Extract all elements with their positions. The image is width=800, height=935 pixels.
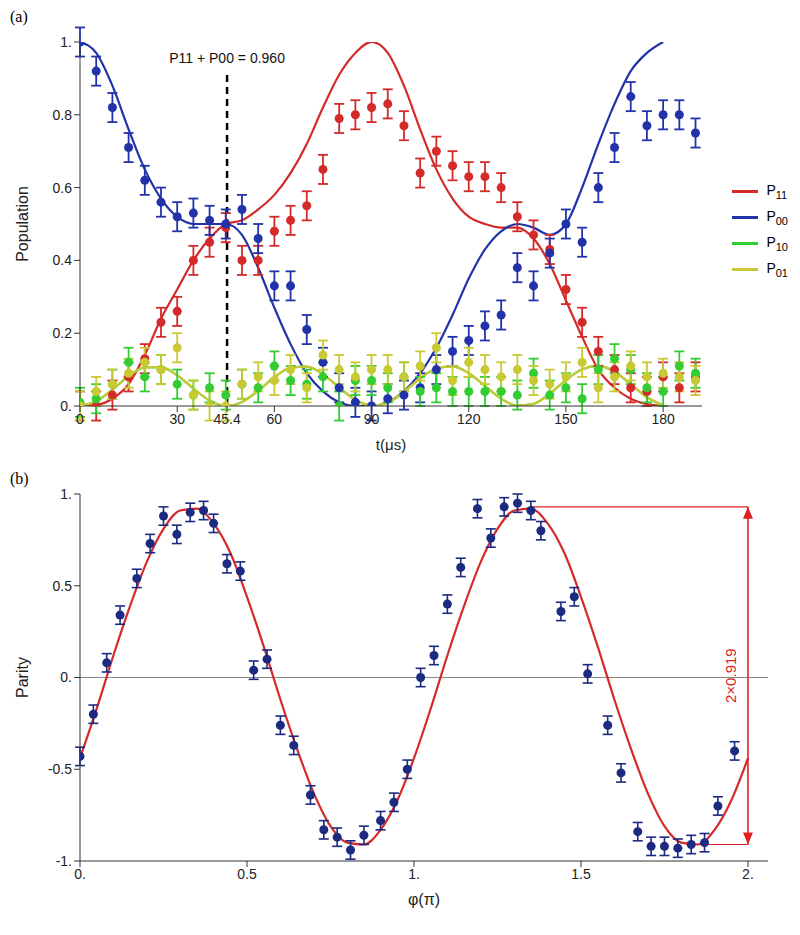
svg-text:Parity: Parity — [14, 657, 31, 698]
html-text:P11: P11 — [766, 181, 788, 201]
svg-text:1.: 1. — [60, 486, 72, 502]
svg-text:1.5: 1.5 — [571, 866, 591, 882]
svg-text:0.4: 0.4 — [53, 252, 73, 268]
svg-text:P11 + P00 = 0.960: P11 + P00 = 0.960 — [169, 50, 285, 66]
svg-text:-0.5: -0.5 — [48, 761, 72, 777]
svg-text:60: 60 — [267, 411, 283, 427]
svg-text:0.5: 0.5 — [53, 578, 73, 594]
html-text:(a): (a) — [10, 8, 28, 25]
svg-text:0.6: 0.6 — [53, 180, 73, 196]
html-text:P00: P00 — [766, 207, 788, 227]
svg-text:1.: 1. — [60, 34, 72, 50]
svg-text:0: 0 — [76, 411, 84, 427]
svg-text:90: 90 — [364, 411, 380, 427]
svg-text:0.5: 0.5 — [237, 866, 257, 882]
svg-text:2.: 2. — [742, 866, 754, 882]
svg-text:-1.: -1. — [56, 853, 72, 869]
html-text:P01: P01 — [766, 259, 788, 279]
html-text:(b): (b) — [10, 470, 29, 487]
html-text:P10: P10 — [766, 233, 788, 253]
svg-text:0.8: 0.8 — [53, 107, 73, 123]
svg-text:0.: 0. — [60, 398, 72, 414]
svg-text:2×0.919: 2×0.919 — [722, 648, 739, 703]
svg-text:1.: 1. — [408, 866, 420, 882]
svg-text:φ(π): φ(π) — [408, 891, 440, 908]
svg-text:120: 120 — [457, 411, 481, 427]
svg-text:t(μs): t(μs) — [376, 436, 406, 453]
svg-text:0.2: 0.2 — [53, 325, 73, 341]
svg-text:150: 150 — [554, 411, 578, 427]
svg-text:45.4: 45.4 — [213, 411, 240, 427]
svg-text:30: 30 — [169, 411, 185, 427]
svg-text:180: 180 — [651, 411, 675, 427]
svg-text:0.: 0. — [60, 669, 72, 685]
svg-text:0.: 0. — [74, 866, 86, 882]
svg-text:Population: Population — [14, 186, 31, 262]
